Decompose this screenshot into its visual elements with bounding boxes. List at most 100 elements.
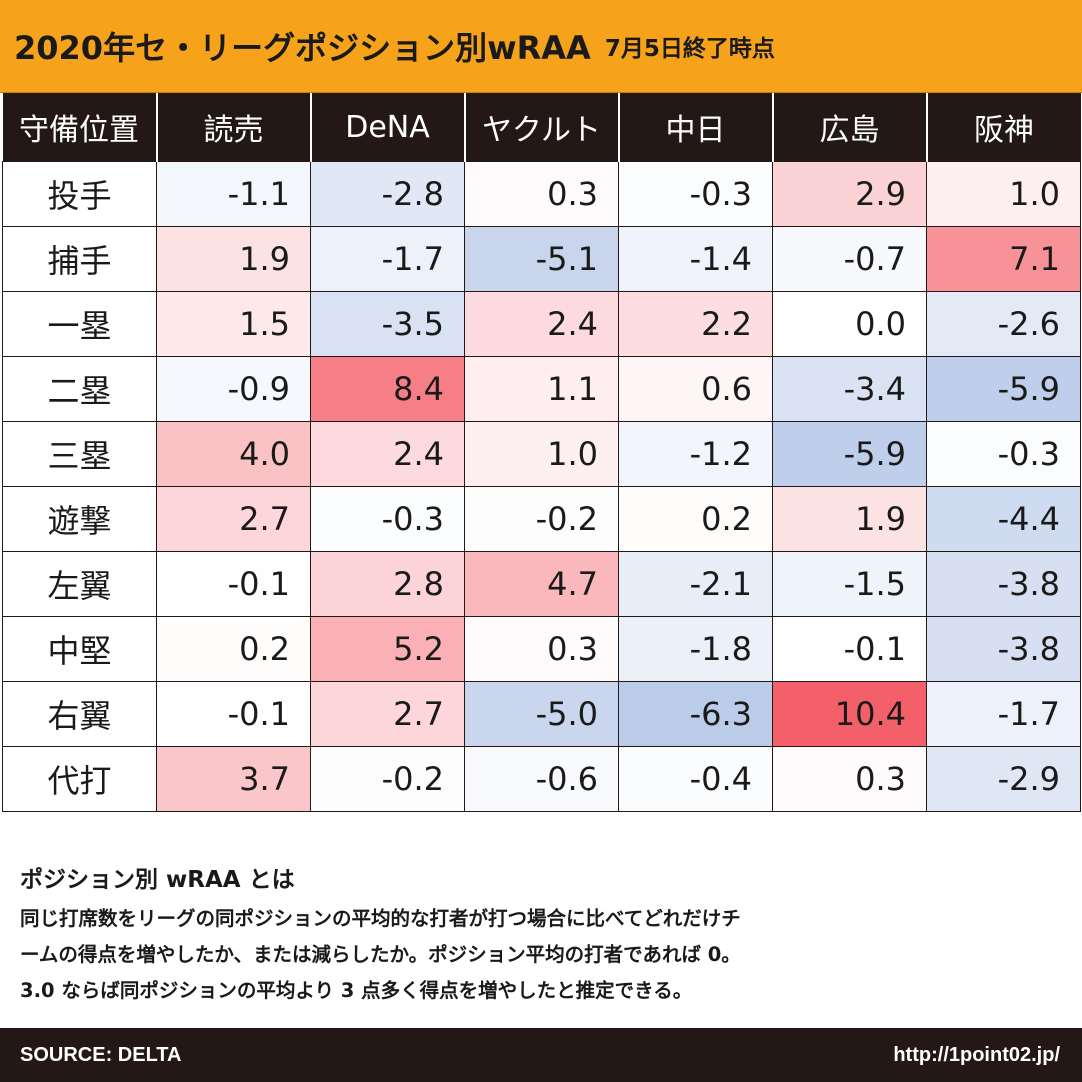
position-label: 捕手: [2, 226, 157, 292]
wraa-cell: -0.1: [156, 681, 311, 747]
wraa-cell: 3.7: [156, 746, 311, 812]
wraa-cell: 2.7: [156, 486, 311, 552]
table-row: 投手 -1.1 -2.8 0.3 -0.3 2.9 1.0: [2, 161, 1081, 227]
wraa-cell: 1.0: [926, 161, 1081, 227]
wraa-cell: -0.4: [618, 746, 773, 812]
wraa-cell: 1.9: [156, 226, 311, 292]
position-label: 投手: [2, 161, 157, 227]
position-label: 中堅: [2, 616, 157, 682]
wraa-cell: 0.3: [772, 746, 927, 812]
wraa-cell: 0.3: [464, 616, 619, 682]
wraa-cell: -1.2: [618, 421, 773, 487]
wraa-cell: 2.4: [310, 421, 465, 487]
wraa-cell: 2.7: [310, 681, 465, 747]
table-body: 投手 -1.1 -2.8 0.3 -0.3 2.9 1.0 捕手 1.9 -1.7 -5.1 -1.4…: [2, 161, 1081, 812]
wraa-cell: -3.4: [772, 356, 927, 422]
position-label: 右翼: [2, 681, 157, 747]
wraa-cell: -3.5: [310, 291, 465, 357]
wraa-cell: 1.1: [464, 356, 619, 422]
wraa-cell: 0.2: [618, 486, 773, 552]
wraa-cell: 2.8: [310, 551, 465, 617]
wraa-cell: 0.0: [772, 291, 927, 357]
table-row: 一塁 1.5 -3.5 2.4 2.2 0.0 -2.6: [2, 291, 1081, 357]
wraa-cell: 1.0: [464, 421, 619, 487]
wraa-cell: -1.1: [156, 161, 311, 227]
wraa-cell: 5.2: [310, 616, 465, 682]
note-line: 3.0 ならば同ポジションの平均より 3 点多く得点を増やしたと推定できる。: [20, 979, 693, 1002]
position-label: 遊撃: [2, 486, 157, 552]
wraa-cell: -0.3: [310, 486, 465, 552]
table-row: 二塁 -0.9 8.4 1.1 0.6 -3.4 -5.9: [2, 356, 1081, 422]
team-header: 中日: [617, 93, 773, 162]
wraa-cell: 2.4: [464, 291, 619, 357]
note-body: 同じ打席数をリーグの同ポジションの平均的な打者が打つ場合に比べてどれだけチ ーム…: [20, 901, 1070, 1009]
table-row: 左翼 -0.1 2.8 4.7 -2.1 -1.5 -3.8: [2, 551, 1081, 617]
wraa-cell: -0.3: [618, 161, 773, 227]
wraa-cell: -3.8: [926, 551, 1081, 617]
table-row: 遊撃 2.7 -0.3 -0.2 0.2 1.9 -4.4: [2, 486, 1081, 552]
wraa-cell: -1.5: [772, 551, 927, 617]
wraa-cell: -6.3: [618, 681, 773, 747]
wraa-cell: 1.9: [772, 486, 927, 552]
table-row: 捕手 1.9 -1.7 -5.1 -1.4 -0.7 7.1: [2, 226, 1081, 292]
wraa-cell: -0.2: [464, 486, 619, 552]
chart-subtitle: 7月5日終了時点: [604, 36, 775, 62]
team-header: 読売: [155, 93, 311, 162]
wraa-cell: 8.4: [310, 356, 465, 422]
footer-bar: SOURCE: DELTA http://1point02.jp/: [0, 1028, 1082, 1082]
chart-title: 2020年セ・リーグポジション別wRAA: [14, 29, 591, 67]
team-header: 阪神: [925, 93, 1081, 162]
header-row: 守備位置 読売 DeNA ヤクルト 中日 広島 阪神: [2, 93, 1081, 162]
wraa-cell: -0.7: [772, 226, 927, 292]
position-label: 三塁: [2, 421, 157, 487]
wraa-cell: -5.1: [464, 226, 619, 292]
wraa-cell: 0.2: [156, 616, 311, 682]
wraa-cell: -1.7: [926, 681, 1081, 747]
position-label: 一塁: [2, 291, 157, 357]
note-title: ポジション別 wRAA とは: [20, 867, 295, 893]
team-header: 広島: [771, 93, 927, 162]
wraa-cell: -2.8: [310, 161, 465, 227]
wraa-cell: 4.7: [464, 551, 619, 617]
wraa-cell: 7.1: [926, 226, 1081, 292]
wraa-cell: 0.3: [464, 161, 619, 227]
wraa-cell: -1.4: [618, 226, 773, 292]
source-label: SOURCE: DELTA: [20, 1043, 182, 1066]
wraa-cell: 10.4: [772, 681, 927, 747]
position-label: 左翼: [2, 551, 157, 617]
wraa-cell: -0.1: [156, 551, 311, 617]
wraa-cell: -1.8: [618, 616, 773, 682]
wraa-cell: -2.9: [926, 746, 1081, 812]
wraa-cell: -0.1: [772, 616, 927, 682]
table-row: 中堅 0.2 5.2 0.3 -1.8 -0.1 -3.8: [2, 616, 1081, 682]
note-line: 同じ打席数をリーグの同ポジションの平均的な打者が打つ場合に比べてどれだけチ: [20, 907, 741, 930]
wraa-cell: -0.2: [310, 746, 465, 812]
table-row: 三塁 4.0 2.4 1.0 -1.2 -5.9 -0.3: [2, 421, 1081, 487]
wraa-cell: -1.7: [310, 226, 465, 292]
position-label: 二塁: [2, 356, 157, 422]
wraa-cell: 0.6: [618, 356, 773, 422]
wraa-cell: -5.9: [926, 356, 1081, 422]
table-row: 右翼 -0.1 2.7 -5.0 -6.3 10.4 -1.7: [2, 681, 1081, 747]
wraa-cell: -2.1: [618, 551, 773, 617]
wraa-cell: -2.6: [926, 291, 1081, 357]
wraa-table: 守備位置 読売 DeNA ヤクルト 中日 広島 阪神 投手 -1.1 -2.8 0.3…: [2, 93, 1081, 812]
title-bar: 2020年セ・リーグポジション別wRAA 7月5日終了時点: [0, 0, 1082, 93]
wraa-cell: -5.0: [464, 681, 619, 747]
position-label: 代打: [2, 746, 157, 812]
wraa-cell: 2.9: [772, 161, 927, 227]
wraa-cell: -0.9: [156, 356, 311, 422]
wraa-cell: -3.8: [926, 616, 1081, 682]
team-header: DeNA: [309, 93, 465, 162]
table-row: 代打 3.7 -0.2 -0.6 -0.4 0.3 -2.9: [2, 746, 1081, 812]
wraa-cell: -5.9: [772, 421, 927, 487]
wraa-cell: 2.2: [618, 291, 773, 357]
source-url[interactable]: http://1point02.jp/: [893, 1043, 1060, 1066]
wraa-cell: -4.4: [926, 486, 1081, 552]
note-line: ームの得点を増やしたか、または減らしたか。ポジション平均の打者であれば 0。: [20, 943, 741, 966]
team-header: ヤクルト: [463, 93, 619, 162]
wraa-cell: 1.5: [156, 291, 311, 357]
wraa-cell: -0.6: [464, 746, 619, 812]
wraa-cell: -0.3: [926, 421, 1081, 487]
corner-header: 守備位置: [2, 93, 157, 162]
